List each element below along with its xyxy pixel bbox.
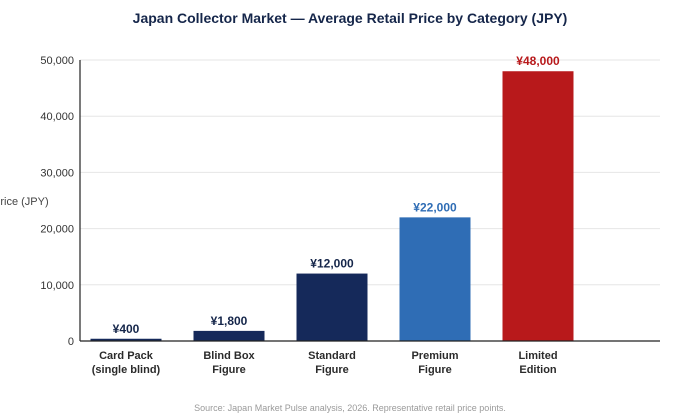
x-tick-label: Standard Figure [308, 350, 356, 376]
x-tick-label: Limited Edition [518, 350, 557, 376]
data-label: ¥12,000 [310, 257, 354, 271]
x-tick-label: Premium Figure [411, 350, 458, 376]
data-label: ¥22,000 [413, 200, 457, 214]
bar [296, 273, 368, 341]
y-tick-label: 30,000 [40, 167, 74, 179]
bar [502, 71, 574, 342]
y-tick-label: 40,000 [40, 111, 74, 123]
x-tick-label: Blind Box Figure [203, 350, 255, 376]
bar [90, 338, 162, 341]
data-label: ¥1,800 [211, 314, 248, 328]
y-axis-ticks: 0 10,000 20,000 30,000 40,000 50,000 [40, 55, 74, 348]
data-label: ¥48,000 [516, 54, 560, 68]
y-tick-label: 20,000 [40, 224, 74, 236]
y-tick-label: 50,000 [40, 55, 74, 67]
y-tick-label: 0 [68, 336, 74, 348]
bar [399, 217, 471, 341]
data-label: ¥400 [113, 322, 140, 336]
x-tick-label: Card Pack (single blind) [92, 350, 161, 376]
bars [90, 71, 574, 342]
chart-title: Japan Collector Market — Average Retail … [133, 10, 568, 26]
y-tick-label: 10,000 [40, 280, 74, 292]
data-labels: ¥400 ¥1,800 ¥12,000 ¥22,000 ¥48,000 [113, 54, 560, 336]
category-labels: Card Pack (single blind) Blind Box Figure St… [92, 350, 558, 376]
bar [193, 330, 265, 341]
y-axis-label: Average Retail Price (JPY) [0, 196, 49, 208]
source-note: Source: Japan Market Pulse analysis, 202… [194, 403, 506, 413]
